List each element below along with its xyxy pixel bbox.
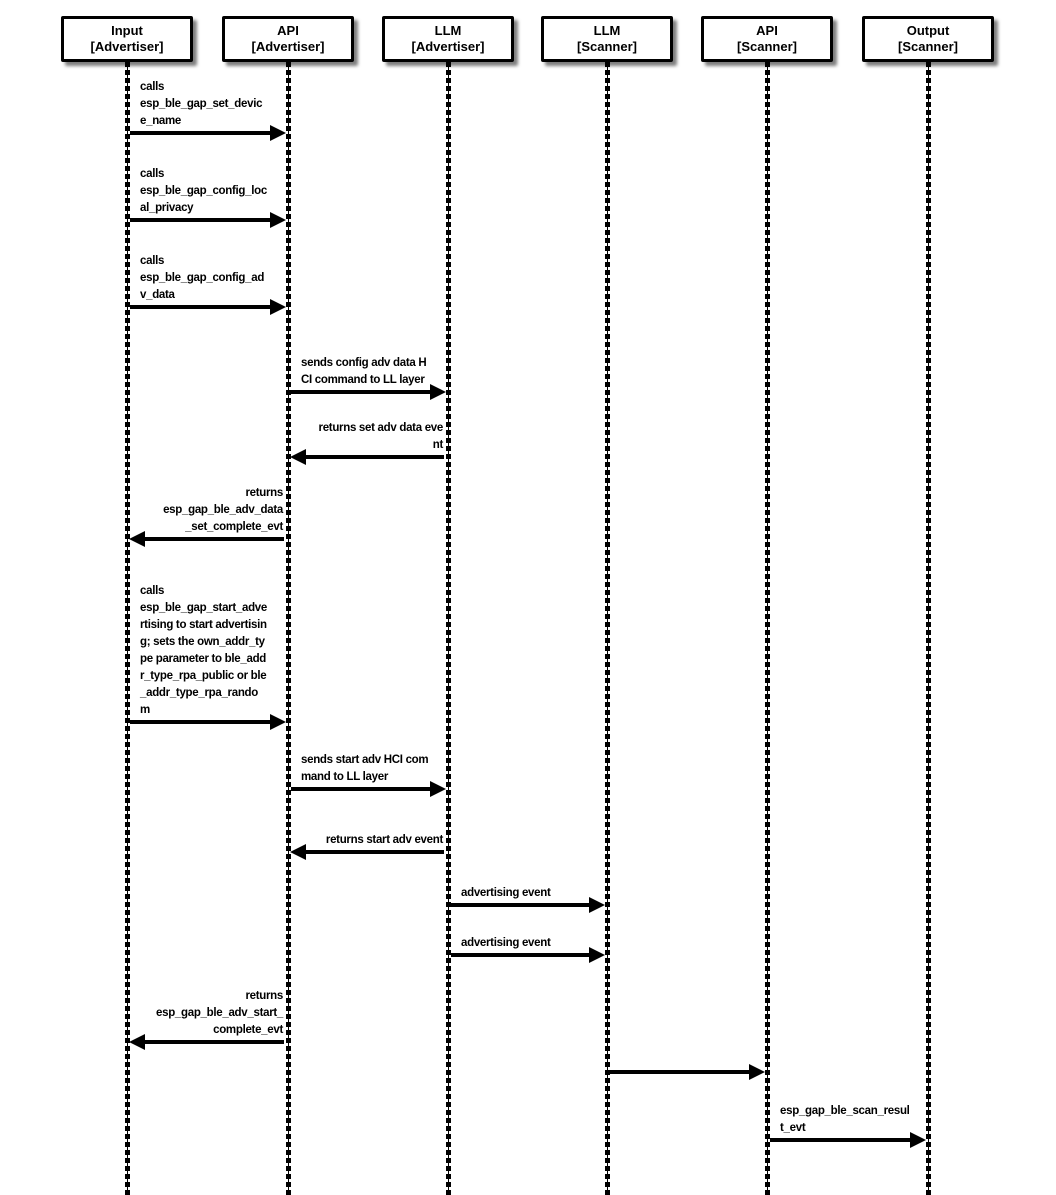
message-label-8: sends start adv HCI com mand to LL layer xyxy=(301,754,429,783)
actor-role: [Scanner] xyxy=(577,39,637,54)
actor-role: [Scanner] xyxy=(898,39,958,54)
message-label-3: calls esp_ble_gap_config_ad v_data xyxy=(140,255,265,301)
actor-name: API xyxy=(756,23,778,38)
actor-role: [Advertiser] xyxy=(90,39,164,54)
message-arrowhead-5 xyxy=(290,449,306,465)
message-line-14 xyxy=(770,1138,911,1142)
actor-name: Output xyxy=(906,23,950,38)
message-label-4: sends config adv data H CI command to LL… xyxy=(301,357,427,386)
message-line-11 xyxy=(451,953,590,957)
actor-role: [Advertiser] xyxy=(251,39,325,54)
message-label-2: calls esp_ble_gap_config_loc al_privacy xyxy=(140,168,267,214)
message-arrowhead-13 xyxy=(749,1064,765,1080)
message-arrowhead-1 xyxy=(270,125,286,141)
actor-box-output-scanner: Output [Scanner] xyxy=(862,16,994,62)
message-label-12: returns esp_gap_ble_adv_start_ complete_… xyxy=(156,990,283,1036)
actor-box-api-advertiser: API [Advertiser] xyxy=(222,16,354,62)
message-line-13 xyxy=(610,1070,750,1074)
actor-role: [Scanner] xyxy=(737,39,797,54)
message-line-6 xyxy=(142,537,284,541)
message-arrowhead-12 xyxy=(129,1034,145,1050)
lifeline-llm-advertiser xyxy=(446,62,451,1195)
message-line-5 xyxy=(303,455,444,459)
actor-name: LLM xyxy=(593,23,621,38)
lifeline-input-advertiser xyxy=(125,62,130,1195)
message-label-7: calls esp_ble_gap_start_adve rtising to … xyxy=(140,585,267,716)
message-arrowhead-14 xyxy=(910,1132,926,1148)
actor-box-llm-scanner: LLM [Scanner] xyxy=(541,16,673,62)
lifeline-llm-scanner xyxy=(605,62,610,1195)
message-arrowhead-3 xyxy=(270,299,286,315)
actor-name: LLM xyxy=(434,23,462,38)
message-arrowhead-8 xyxy=(430,781,446,797)
message-label-11: advertising event xyxy=(461,937,551,949)
message-label-14: esp_gap_ble_scan_resul t_evt xyxy=(780,1105,910,1134)
actor-name: API xyxy=(277,23,299,38)
message-line-8 xyxy=(291,787,431,791)
message-label-10: advertising event xyxy=(461,887,551,899)
message-label-6: returns esp_gap_ble_adv_data _set_comple… xyxy=(163,487,283,533)
message-arrowhead-2 xyxy=(270,212,286,228)
message-arrowhead-10 xyxy=(589,897,605,913)
actor-box-llm-advertiser: LLM [Advertiser] xyxy=(382,16,514,62)
message-label-1: calls esp_ble_gap_set_devic e_name xyxy=(140,81,263,127)
message-arrowhead-4 xyxy=(430,384,446,400)
message-line-4 xyxy=(291,390,431,394)
message-line-2 xyxy=(130,218,271,222)
message-line-12 xyxy=(142,1040,284,1044)
lifeline-api-scanner xyxy=(765,62,770,1195)
lifeline-api-advertiser xyxy=(286,62,291,1195)
message-line-1 xyxy=(130,131,271,135)
message-line-9 xyxy=(303,850,444,854)
actor-box-api-scanner: API [Scanner] xyxy=(701,16,833,62)
message-label-5: returns set adv data eve nt xyxy=(318,422,444,451)
message-arrowhead-6 xyxy=(129,531,145,547)
message-label-9: returns start adv event xyxy=(325,834,443,846)
message-arrowhead-7 xyxy=(270,714,286,730)
actor-role: [Advertiser] xyxy=(411,39,485,54)
message-line-7 xyxy=(130,720,271,724)
message-arrowhead-9 xyxy=(290,844,306,860)
actor-box-input-advertiser: Input [Advertiser] xyxy=(61,16,193,62)
message-line-10 xyxy=(451,903,590,907)
lifeline-output-scanner xyxy=(926,62,931,1195)
message-arrowhead-11 xyxy=(589,947,605,963)
message-line-3 xyxy=(130,305,271,309)
actor-name: Input xyxy=(111,23,143,38)
